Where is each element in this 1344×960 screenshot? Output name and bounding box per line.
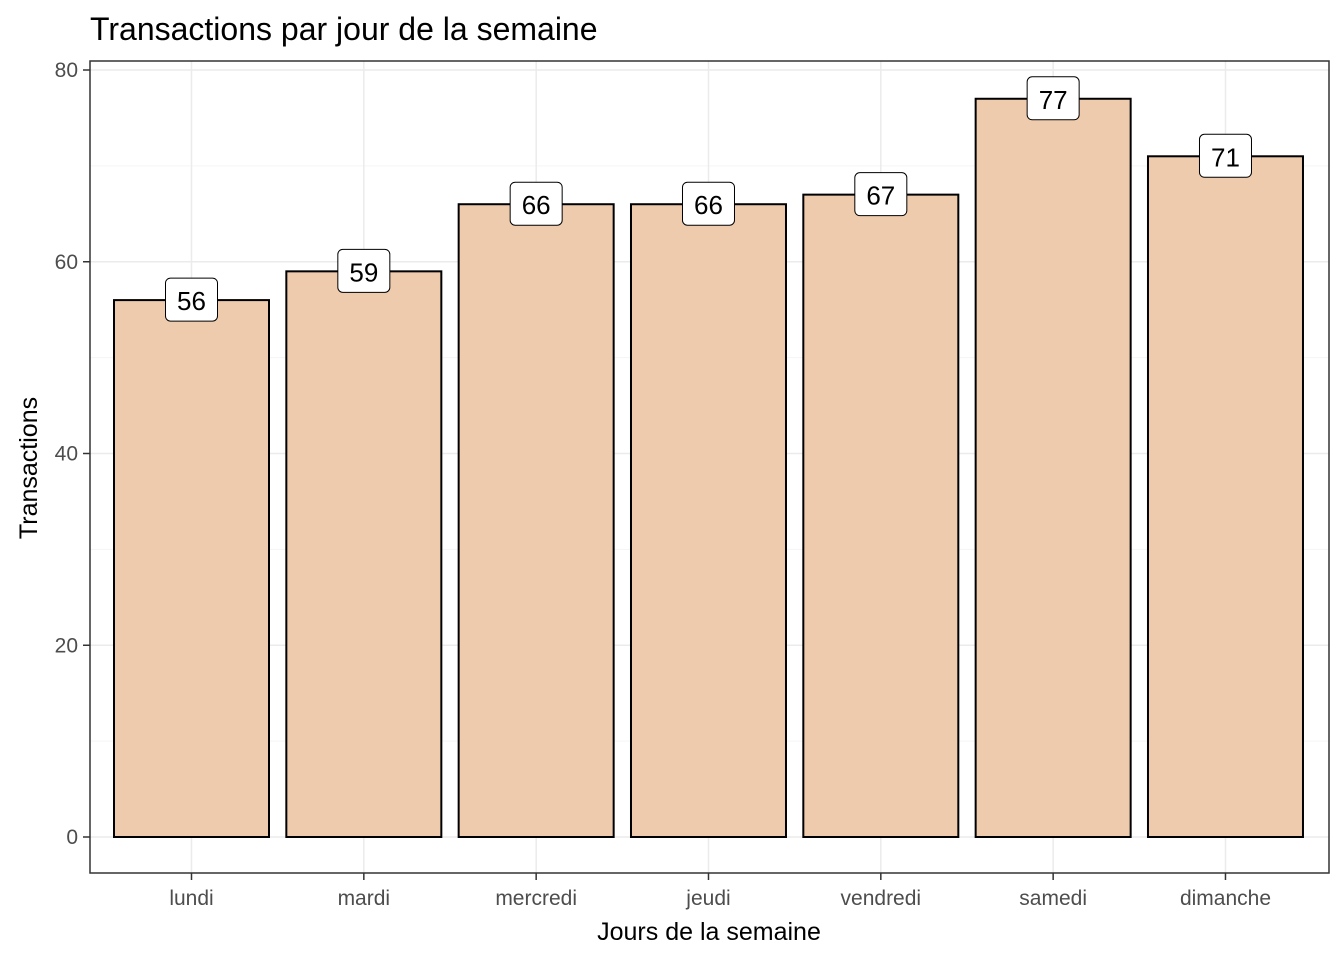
bar-lundi [113, 299, 270, 839]
x-tick-label: lundi [169, 887, 213, 910]
data-labels: 56 59 66 66 67 77 71 [165, 76, 1252, 322]
y-tick-label: 0 [66, 826, 78, 849]
x-axis-title: Jours de la semaine [597, 918, 821, 946]
data-label-box [854, 172, 908, 217]
data-label-group: 67 [854, 172, 908, 217]
x-tick-label: vendredi [841, 887, 922, 910]
y-tick-label: 80 [55, 59, 78, 82]
data-label: 67 [866, 181, 895, 211]
data-label-group: 71 [1198, 133, 1252, 178]
x-tick-label: dimanche [1180, 887, 1271, 910]
data-label-box [509, 181, 563, 226]
x-tick-label: samedi [1019, 887, 1087, 910]
data-label-box [337, 248, 391, 293]
chart-title: Transactions par jour de la semaine [90, 11, 598, 47]
data-label: 59 [349, 257, 378, 287]
data-label: 56 [177, 286, 206, 316]
data-label-group: 56 [165, 277, 218, 322]
y-axis: 0 20 40 60 80 [55, 59, 90, 849]
data-label-box [681, 181, 735, 226]
bar-samedi [974, 97, 1132, 838]
bar-mercredi [457, 203, 615, 839]
x-axis: lundi mardi mercredi jeudi vendredi samedi dim… [169, 873, 1271, 910]
data-label-group: 66 [509, 181, 563, 226]
data-label: 66 [694, 190, 723, 220]
y-tick-label: 20 [55, 634, 78, 657]
data-label-group: 66 [681, 181, 735, 226]
data-label: 77 [1039, 85, 1068, 115]
panel-border [89, 60, 1330, 874]
data-label-box [1198, 133, 1252, 178]
data-label-box [1026, 76, 1080, 121]
x-tick-label: mercredi [495, 887, 577, 910]
y-tick-label: 60 [55, 251, 78, 274]
x-tick-label: jeudi [685, 887, 730, 910]
bar-jeudi [629, 203, 787, 839]
x-tick-label: mardi [338, 887, 391, 910]
bar-mardi [285, 270, 443, 838]
y-tick-label: 40 [55, 443, 78, 466]
data-label: 66 [522, 190, 551, 220]
data-label-box [165, 277, 218, 322]
bar-dimanche [1146, 155, 1304, 839]
data-label: 71 [1211, 142, 1240, 172]
y-axis-title: Transactions [15, 397, 43, 539]
data-label-group: 59 [337, 248, 391, 293]
bar-vendredi [802, 193, 960, 838]
data-label-group: 77 [1026, 76, 1080, 121]
